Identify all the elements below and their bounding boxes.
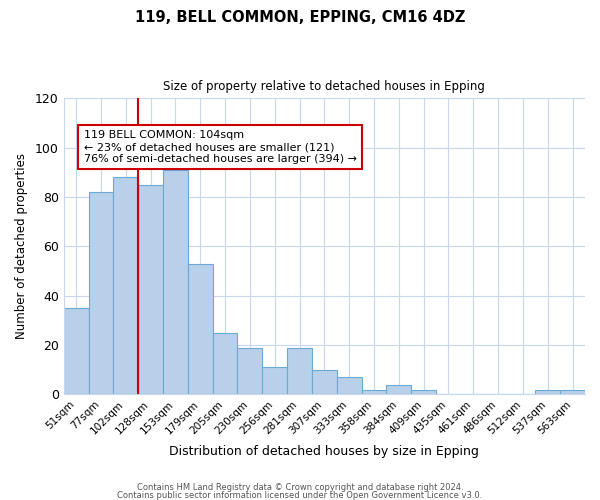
Bar (64, 308, 89, 394)
Bar (535, 390, 560, 394)
X-axis label: Distribution of detached houses by size in Epping: Distribution of detached houses by size … (169, 444, 479, 458)
Bar (337, 377, 362, 394)
Bar (386, 384, 411, 394)
Bar (212, 333, 238, 394)
Bar (89, 192, 113, 394)
Text: Contains HM Land Registry data © Crown copyright and database right 2024.: Contains HM Land Registry data © Crown c… (137, 484, 463, 492)
Bar (560, 390, 585, 394)
Bar (362, 390, 386, 394)
Bar (188, 264, 212, 394)
Bar (238, 348, 262, 395)
Bar (163, 170, 188, 394)
Bar (113, 178, 138, 394)
Text: 119 BELL COMMON: 104sqm
← 23% of detached houses are smaller (121)
76% of semi-d: 119 BELL COMMON: 104sqm ← 23% of detache… (83, 130, 356, 164)
Y-axis label: Number of detached properties: Number of detached properties (15, 154, 28, 340)
Bar (287, 348, 312, 395)
Bar (411, 390, 436, 394)
Text: Contains public sector information licensed under the Open Government Licence v3: Contains public sector information licen… (118, 490, 482, 500)
Bar (138, 184, 163, 394)
Text: 119, BELL COMMON, EPPING, CM16 4DZ: 119, BELL COMMON, EPPING, CM16 4DZ (135, 10, 465, 25)
Bar (262, 368, 287, 394)
Bar (312, 370, 337, 394)
Title: Size of property relative to detached houses in Epping: Size of property relative to detached ho… (163, 80, 485, 93)
